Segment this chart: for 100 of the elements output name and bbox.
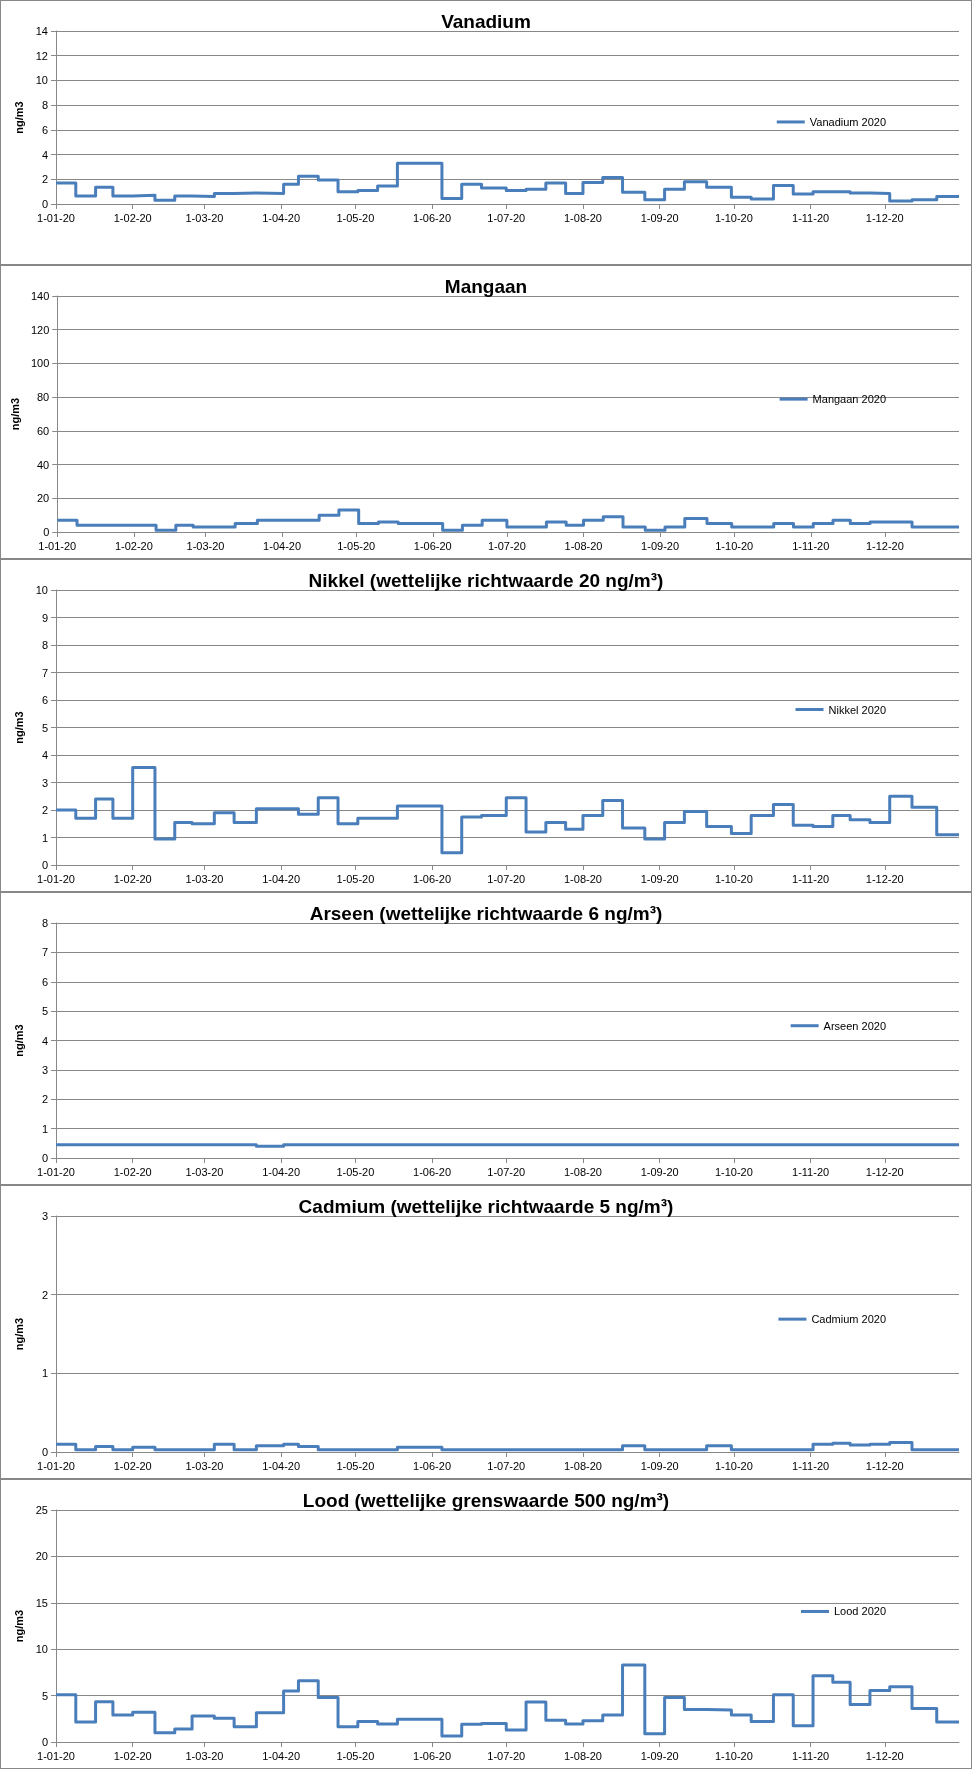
x-tick-label: 1-07-20 [487, 872, 526, 885]
y-tick-label: 14 [35, 25, 48, 37]
y-tick-label: 4 [41, 148, 48, 161]
legend-label: Nikkel 2020 [828, 703, 887, 716]
x-tick-label: 1-02-20 [113, 1749, 152, 1762]
y-tick-label: 140 [30, 290, 50, 302]
y-tick-label: 15 [35, 1596, 48, 1609]
y-tick-label: 1 [41, 1367, 48, 1380]
x-tick-label: 1-06-20 [413, 539, 452, 552]
y-tick-label: 7 [41, 946, 48, 959]
y-tick-label: 60 [37, 424, 50, 437]
y-tick-label: 2 [41, 1288, 48, 1301]
legend-label: Lood 2020 [834, 1605, 886, 1618]
legend-label: Cadmium 2020 [811, 1313, 886, 1326]
y-tick-label: 9 [41, 611, 48, 624]
x-tick-label: 1-03-20 [185, 1749, 224, 1762]
y-tick-label: 20 [37, 492, 50, 505]
x-tick-label: 1-01-20 [38, 539, 77, 552]
chart-title: Lood (wettelijke grenswaarde 500 ng/m³) [302, 1490, 670, 1511]
x-tick-label: 1-11-20 [792, 211, 830, 224]
x-tick-label: 1-10-20 [714, 872, 753, 885]
x-tick-label: 1-06-20 [413, 1165, 451, 1178]
y-tick-label: 4 [41, 1034, 48, 1047]
y-tick-label: 8 [41, 917, 48, 929]
y-tick-label: 7 [41, 666, 48, 679]
x-tick-label: 1-06-20 [413, 1749, 451, 1762]
y-tick-label: 80 [37, 391, 50, 404]
x-tick-label: 1-03-20 [185, 1459, 224, 1472]
y-tick-label: 3 [41, 1210, 48, 1222]
x-tick-label: 1-12-20 [865, 539, 904, 552]
y-tick-label: 5 [41, 1005, 48, 1018]
x-tick-label: 1-01-20 [37, 872, 75, 885]
y-tick-label: 1 [41, 831, 48, 844]
y-tick-label: 6 [41, 975, 48, 988]
y-axis-title: ng/m3 [8, 397, 21, 431]
x-tick-label: 1-02-20 [114, 539, 153, 552]
chart-title: Nikkel (wettelijke richtwaarde 20 ng/m³) [308, 570, 664, 591]
x-tick-label: 1-11-20 [792, 1165, 830, 1178]
x-tick-label: 1-04-20 [262, 872, 301, 885]
y-tick-label: 4 [41, 749, 48, 761]
legend-label: Vanadium 2020 [809, 115, 887, 128]
y-axis-title: ng/m3 [12, 711, 25, 744]
x-tick-label: 1-03-20 [185, 1165, 224, 1178]
y-tick-label: 3 [41, 1063, 48, 1076]
chart-title: Vanadium [441, 11, 531, 32]
x-tick-label: 1-10-20 [714, 1459, 753, 1472]
x-tick-label: 1-09-20 [640, 1165, 679, 1178]
y-tick-label: 0 [43, 526, 50, 538]
y-tick-label: 100 [30, 357, 50, 370]
x-tick-label: 1-02-20 [113, 872, 152, 885]
legend-label: Mangaan 2020 [812, 393, 887, 406]
x-tick-label: 1-01-20 [37, 211, 75, 224]
x-tick-label: 1-08-20 [564, 872, 602, 885]
y-tick-label: 6 [41, 694, 48, 706]
y-axis-title: ng/m3 [12, 101, 25, 134]
x-tick-label: 1-11-20 [792, 1459, 830, 1472]
x-tick-label: 1-07-20 [487, 1459, 526, 1472]
chart-title: Arseen (wettelijke richtwaarde 6 ng/m³) [309, 903, 663, 924]
x-tick-label: 1-04-20 [262, 1459, 301, 1472]
x-tick-label: 1-12-20 [865, 872, 904, 885]
y-tick-label: 6 [41, 123, 48, 136]
x-tick-label: 1-11-20 [792, 872, 830, 885]
x-tick-label: 1-11-20 [792, 539, 830, 552]
x-tick-label: 1-06-20 [413, 1459, 451, 1472]
x-tick-label: 1-09-20 [640, 211, 679, 224]
x-tick-label: 1-04-20 [262, 1165, 301, 1178]
x-tick-label: 1-01-20 [37, 1459, 75, 1472]
y-tick-label: 0 [41, 1446, 48, 1458]
x-tick-label: 1-10-20 [715, 539, 754, 552]
y-axis-title: ng/m3 [12, 1317, 25, 1351]
x-tick-label: 1-02-20 [113, 1165, 152, 1178]
y-tick-label: 8 [41, 639, 48, 651]
y-tick-label: 0 [41, 1152, 48, 1164]
x-tick-label: 1-08-20 [564, 1749, 602, 1762]
y-tick-label: 1 [41, 1122, 48, 1135]
y-tick-label: 10 [35, 584, 48, 596]
x-tick-label: 1-03-20 [185, 211, 224, 224]
x-tick-label: 1-10-20 [714, 1165, 753, 1178]
x-tick-label: 1-02-20 [113, 211, 152, 224]
x-tick-label: 1-02-20 [113, 1459, 152, 1472]
y-tick-label: 20 [35, 1550, 48, 1563]
y-tick-label: 0 [41, 1736, 48, 1748]
x-tick-label: 1-07-20 [487, 1165, 526, 1178]
x-tick-label: 1-07-20 [487, 211, 526, 224]
y-tick-label: 3 [41, 776, 48, 789]
x-tick-label: 1-05-20 [337, 539, 376, 552]
x-tick-label: 1-12-20 [865, 1459, 904, 1472]
x-tick-label: 1-05-20 [336, 1165, 375, 1178]
y-tick-label: 0 [41, 859, 48, 871]
x-tick-label: 1-04-20 [262, 211, 301, 224]
y-axis-title: ng/m3 [12, 1024, 25, 1057]
x-tick-label: 1-10-20 [714, 211, 753, 224]
y-tick-label: 10 [35, 74, 48, 87]
y-tick-label: 25 [35, 1504, 48, 1516]
x-tick-label: 1-03-20 [185, 872, 224, 885]
x-tick-label: 1-03-20 [186, 539, 225, 552]
y-tick-label: 2 [41, 1093, 48, 1106]
y-tick-label: 0 [41, 198, 48, 210]
x-tick-label: 1-11-20 [792, 1749, 830, 1762]
x-tick-label: 1-09-20 [641, 539, 680, 552]
